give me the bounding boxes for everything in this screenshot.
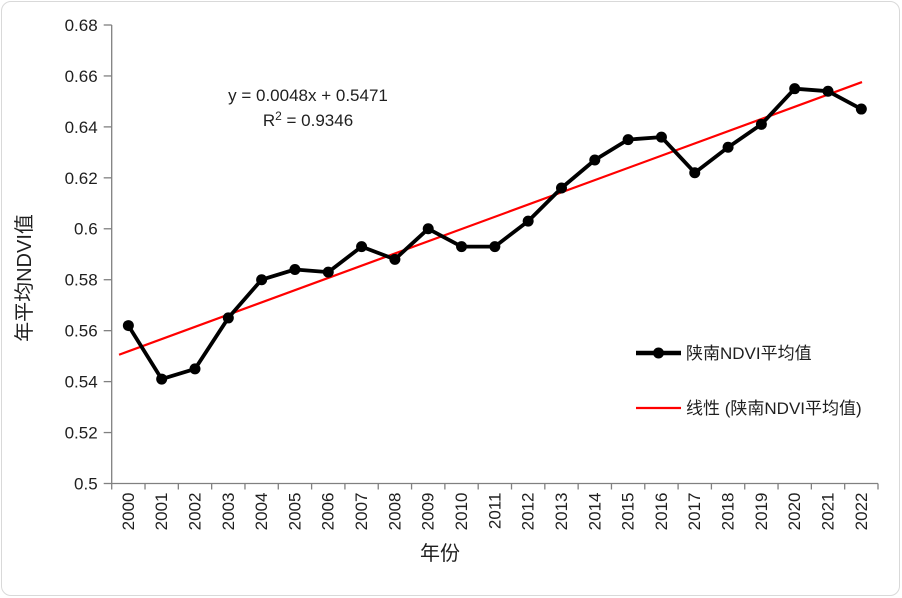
x-tick-label: 2009: [419, 493, 438, 531]
y-tick-label: 0.52: [65, 424, 98, 443]
data-point-2007[interactable]: [356, 241, 368, 253]
y-tick-label: 0.54: [65, 373, 98, 392]
y-tick-label: 0.56: [65, 322, 98, 341]
x-tick-label: 2019: [752, 493, 771, 531]
data-point-2018[interactable]: [722, 141, 734, 153]
trendline-layer: [118, 81, 863, 356]
x-tick-label: 2007: [352, 493, 371, 531]
data-point-2012[interactable]: [522, 215, 534, 227]
x-tick-label: 2003: [219, 493, 238, 531]
x-tick-label: 2014: [585, 493, 604, 531]
axes-layer: 0.5 0.52 0.54 0.56 0.58 0.6 0.62 0.64 0.66 0.68 20…: [65, 16, 879, 531]
data-point-2014[interactable]: [589, 154, 601, 166]
data-point-2020[interactable]: [789, 83, 801, 95]
x-tick-label: 2006: [319, 493, 338, 531]
x-tick-label: 2022: [852, 493, 871, 531]
data-point-2003[interactable]: [222, 312, 234, 324]
trendline[interactable]: [118, 81, 863, 356]
y-tick-label: 0.62: [65, 169, 98, 188]
x-tick-label: 2001: [152, 493, 171, 531]
x-tick-label: 2021: [818, 493, 837, 531]
legend-trendline-label: 线性 (陕南NDVI平均值): [686, 399, 862, 418]
r2-base: R: [263, 111, 275, 130]
data-point-2016[interactable]: [655, 131, 667, 143]
r-squared-text: R2 = 0.9346: [263, 109, 353, 130]
x-tick-label: 2015: [619, 493, 638, 531]
y-tick-label: 0.6: [74, 220, 98, 239]
y-tick-label: 0.64: [65, 118, 98, 137]
legend: 陕南NDVI平均值 线性 (陕南NDVI平均值): [636, 344, 862, 418]
data-point-2015[interactable]: [622, 134, 634, 146]
y-tick-label: 0.5: [74, 474, 98, 493]
x-axis-title: 年份: [420, 542, 460, 565]
y-axis-title: 年平均NDVI值: [13, 214, 36, 342]
x-tick-label: 2002: [185, 493, 204, 531]
x-tick-label: 2004: [252, 493, 271, 531]
legend-item-series[interactable]: 陕南NDVI平均值: [636, 344, 812, 363]
data-point-2006[interactable]: [322, 266, 334, 278]
data-point-2008[interactable]: [389, 253, 401, 265]
x-tick-label: 2011: [485, 493, 504, 530]
legend-series-label: 陕南NDVI平均值: [686, 344, 812, 363]
data-point-2019[interactable]: [755, 118, 767, 130]
x-tick-label: 2008: [385, 493, 404, 531]
legend-item-trendline[interactable]: 线性 (陕南NDVI平均值): [636, 399, 862, 418]
x-tick-label: 2005: [285, 493, 304, 531]
series-layer: [122, 83, 867, 385]
r2-superscript: 2: [275, 109, 282, 123]
y-tick-label: 0.58: [65, 271, 98, 290]
x-tick-label: 2020: [785, 493, 804, 531]
x-tick-label: 2017: [685, 493, 704, 531]
x-tick-label: 2012: [519, 493, 538, 531]
data-point-2004[interactable]: [256, 274, 268, 286]
data-point-2017[interactable]: [689, 167, 701, 179]
series-line[interactable]: [126, 86, 864, 381]
data-point-2001[interactable]: [156, 373, 168, 385]
data-point-2013[interactable]: [555, 182, 567, 194]
y-tick-label: 0.66: [65, 67, 98, 86]
x-tick-label: 2000: [119, 493, 138, 531]
x-tick-label: 2010: [452, 493, 471, 531]
equation-annotation[interactable]: y = 0.0048x + 0.5471 R2 = 0.9346: [228, 86, 388, 130]
data-point-2021[interactable]: [822, 85, 834, 97]
r2-rest: = 0.9346: [282, 111, 353, 130]
x-tick-label: 2018: [719, 493, 738, 531]
data-point-2000[interactable]: [122, 320, 134, 332]
legend-series-marker-sample: [653, 347, 664, 359]
data-point-2022[interactable]: [855, 103, 867, 115]
equation-text: y = 0.0048x + 0.5471: [228, 86, 388, 105]
data-point-2002[interactable]: [189, 363, 201, 375]
data-point-2005[interactable]: [289, 264, 301, 276]
data-point-2009[interactable]: [422, 223, 434, 235]
y-tick-label: 0.68: [65, 16, 98, 35]
data-point-2010[interactable]: [456, 241, 468, 253]
data-point-2011[interactable]: [489, 241, 501, 253]
x-tick-label: 2016: [652, 493, 671, 531]
x-tick-label: 2013: [552, 493, 571, 531]
